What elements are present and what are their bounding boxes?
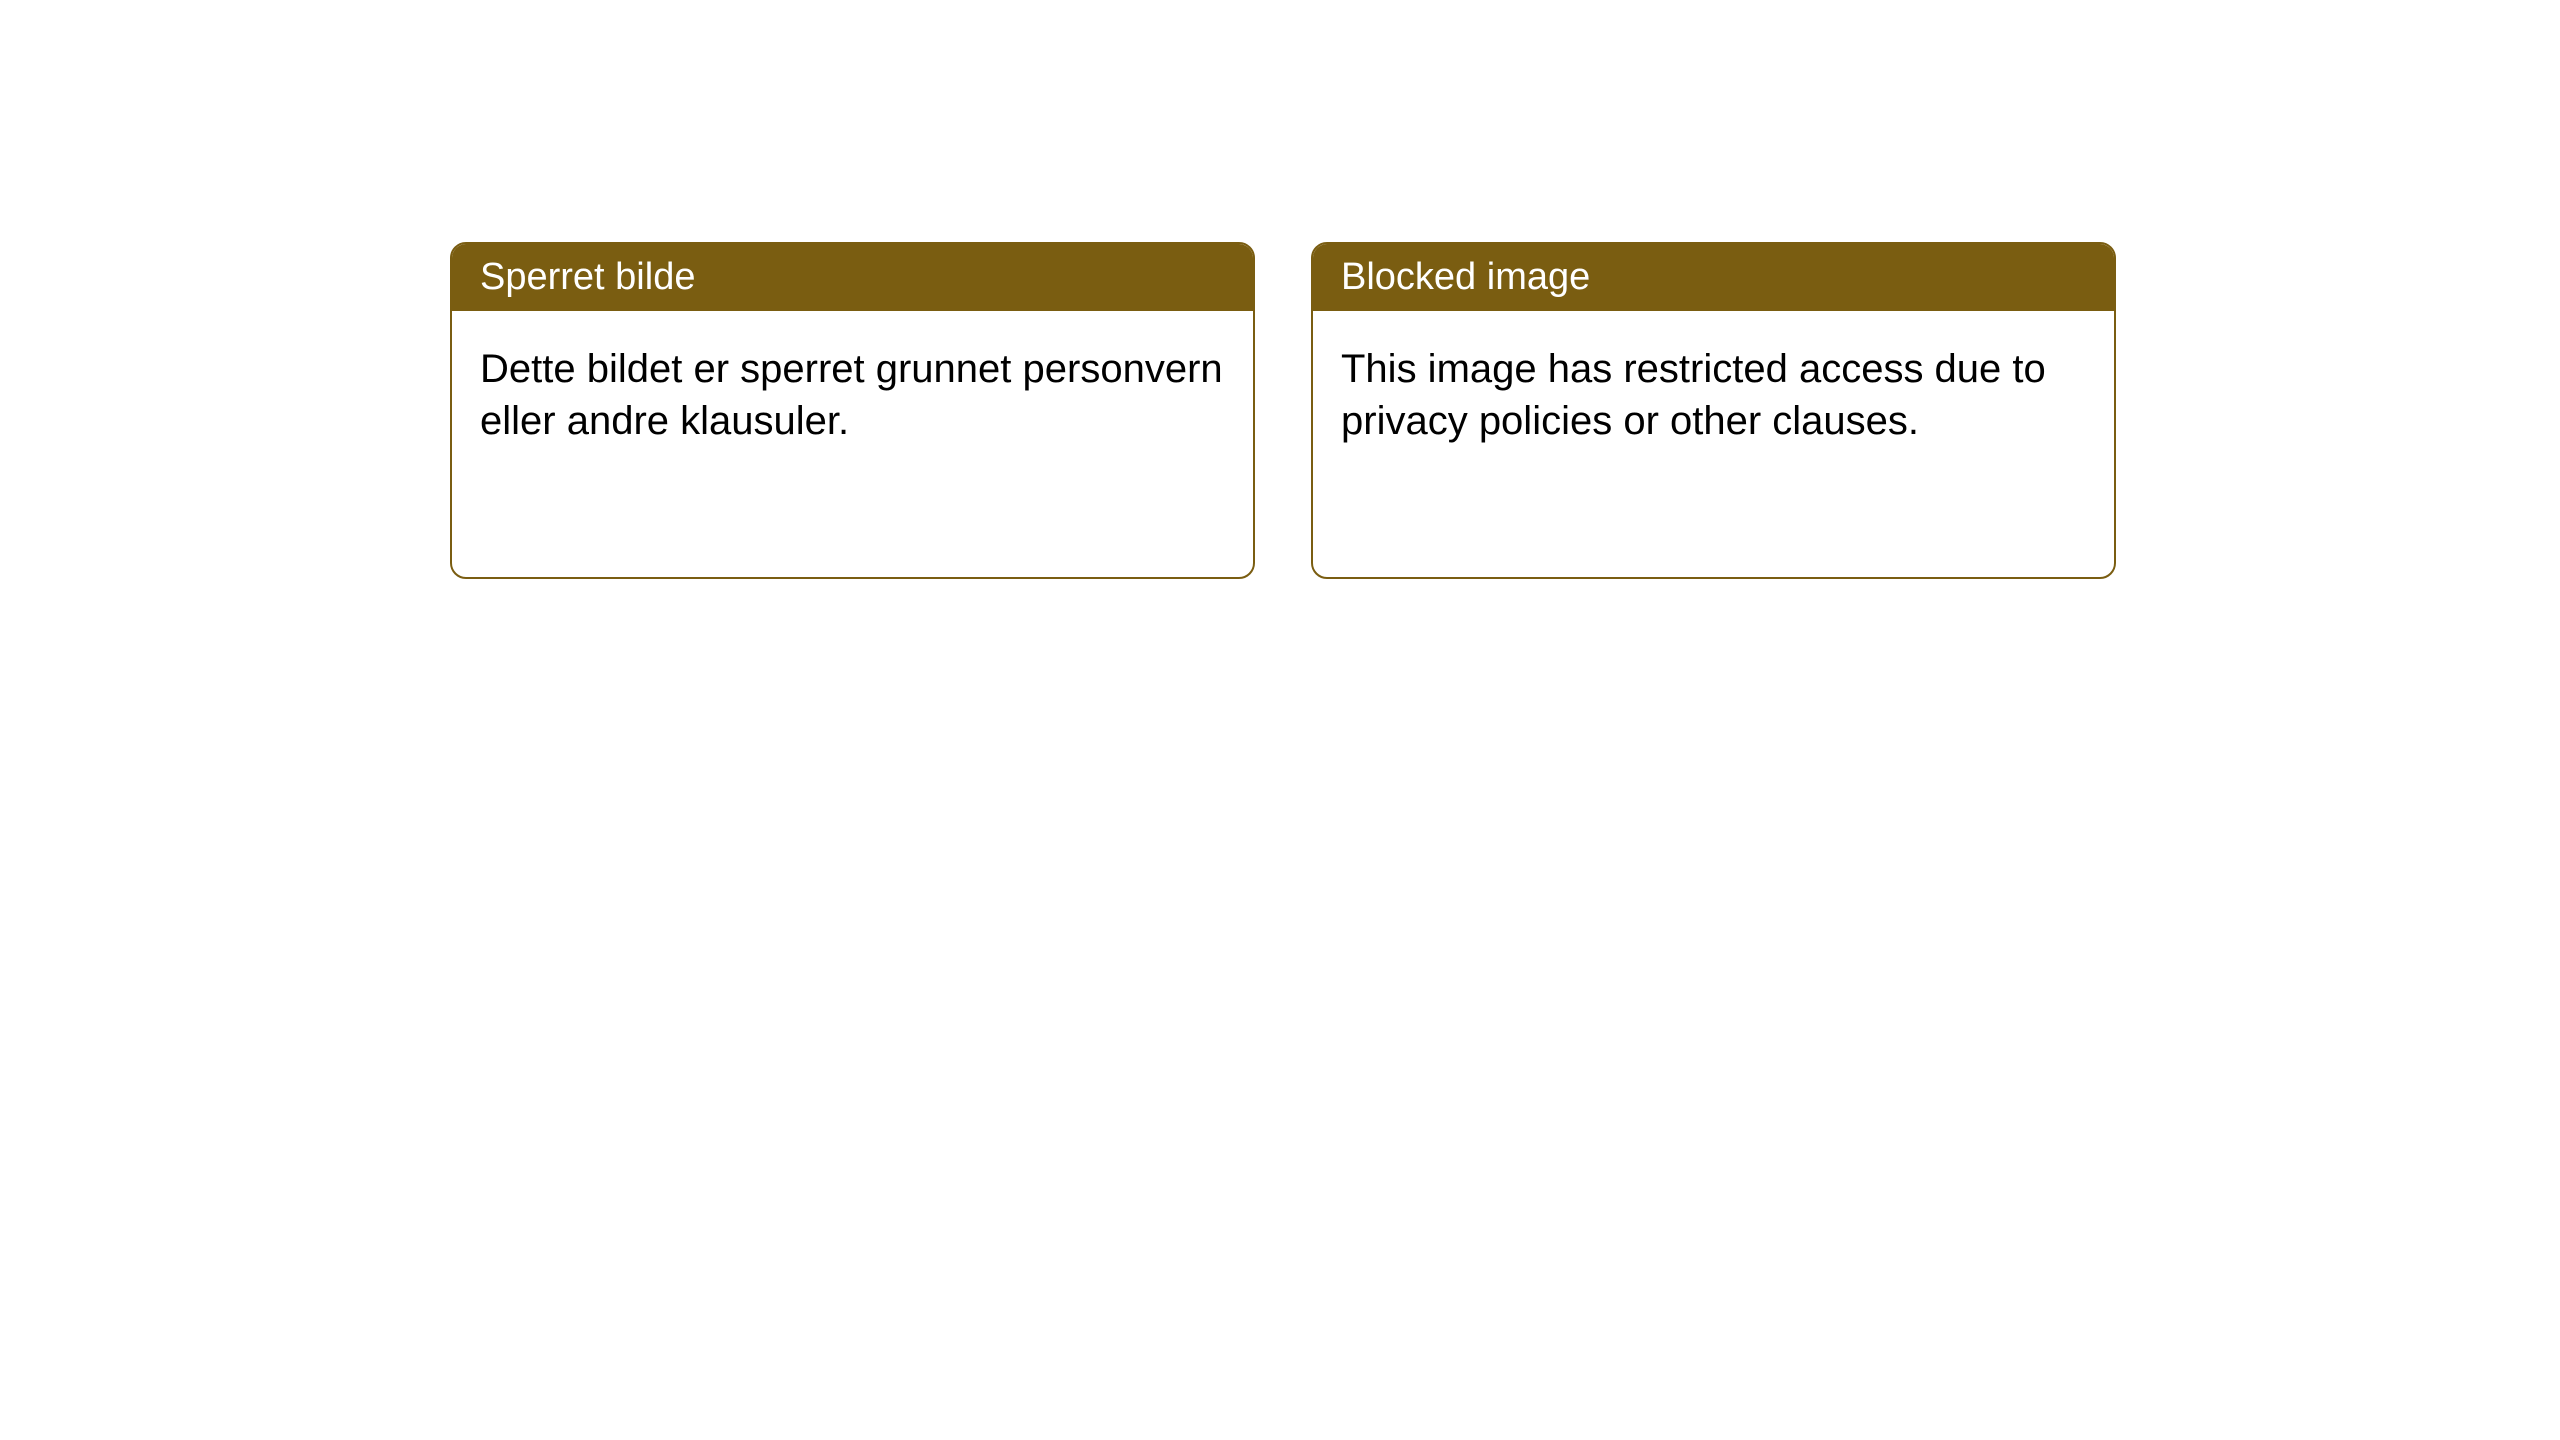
notice-header-norwegian: Sperret bilde [452,244,1253,311]
notice-text: Dette bildet er sperret grunnet personve… [480,347,1223,443]
notice-card-norwegian: Sperret bilde Dette bildet er sperret gr… [450,242,1255,579]
notice-container: Sperret bilde Dette bildet er sperret gr… [450,242,2116,579]
notice-header-english: Blocked image [1313,244,2114,311]
notice-body-norwegian: Dette bildet er sperret grunnet personve… [452,311,1253,479]
notice-title: Blocked image [1341,256,1590,298]
notice-card-english: Blocked image This image has restricted … [1311,242,2116,579]
notice-text: This image has restricted access due to … [1341,347,2046,443]
notice-title: Sperret bilde [480,256,695,298]
notice-body-english: This image has restricted access due to … [1313,311,2114,479]
